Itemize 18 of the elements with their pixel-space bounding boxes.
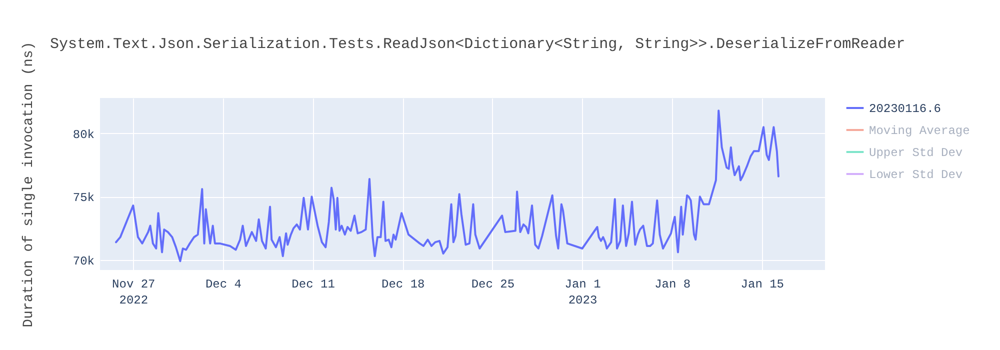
y-tick-label: 80k	[72, 128, 94, 142]
chart-title: System.Text.Json.Serialization.Tests.ReadJson<Dictionary<String, String>>.DeserializeFromReader	[50, 36, 906, 53]
x-tick-label: Nov 27 2022	[112, 278, 156, 308]
legend-label: Moving Average	[869, 124, 970, 138]
line-series	[115, 110, 780, 262]
x-tick-label: Jan 8	[654, 278, 691, 292]
y-tick-label: 70k	[72, 254, 94, 268]
x-tick-label: Jan 1 2023	[564, 278, 601, 308]
x-tick-label: Dec 11	[292, 278, 335, 292]
x-tick-label: Dec 18	[382, 278, 425, 292]
legend-label: Lower Std Dev	[869, 168, 963, 182]
legend-label: 20230116.6	[869, 102, 942, 116]
legend-label: Upper Std Dev	[869, 146, 963, 160]
x-tick-label: Dec 4	[205, 278, 242, 292]
y-axis-title: Duration of single invocation (ns)	[20, 42, 37, 328]
x-tick-label: Jan 15	[740, 278, 784, 292]
x-tick-label: Dec 25	[471, 278, 515, 292]
y-tick-label: 75k	[72, 191, 94, 206]
